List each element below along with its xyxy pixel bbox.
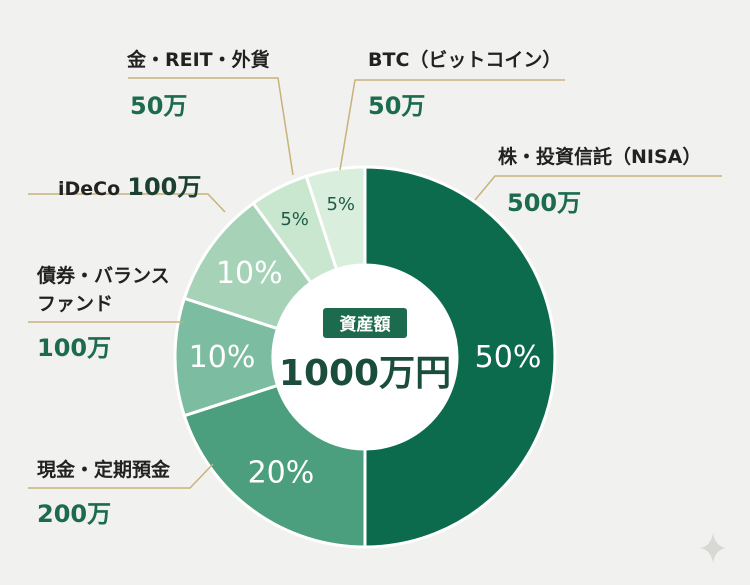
slice-percent-label-2: 10% [189, 340, 256, 375]
label-ideco-amount: 100万 [127, 173, 201, 201]
label-bond-name-1: 債券・バランス [36, 264, 170, 287]
label-ideco: iDeCo 100万 [58, 173, 201, 201]
label-nisa-amount: 500万 [507, 189, 581, 217]
center-title: 資産額 [340, 314, 391, 335]
leader-line-nisa [474, 175, 722, 201]
label-cash-amount: 200万 [37, 500, 111, 528]
slice-percent-label-0: 50% [475, 340, 542, 375]
leader-line-btc [339, 79, 565, 171]
label-gold-amount: 50万 [130, 92, 187, 120]
label-nisa-name: 株・投資信託（NISA） [498, 145, 701, 168]
label-gold-name: 金・REIT・外貨 [126, 48, 270, 71]
slice-percent-label-5: 5% [326, 194, 355, 215]
center-total: 1000万円 [279, 353, 451, 394]
leader-line-cash [28, 463, 214, 489]
label-btc-name: BTC（ビットコイン） [368, 48, 561, 71]
label-ideco-name: iDeCo [58, 178, 120, 200]
center-title-badge [323, 308, 407, 338]
slice-percent-label-1: 20% [248, 456, 315, 491]
slice-percent-label-4: 5% [280, 209, 309, 230]
leader-line-ideco [28, 193, 226, 213]
center-hole [273, 265, 457, 449]
label-bond-amount: 100万 [37, 334, 111, 362]
slices-group: 50% 20% 10% 10% 5% 5% [173, 165, 557, 549]
leader-line-gold [128, 77, 294, 176]
label-bond-name-2: ファンド [37, 293, 113, 315]
label-cash-name: 現金・定期預金 [37, 458, 171, 481]
sparkle-icon [700, 533, 726, 563]
slice-percent-label-3: 10% [216, 256, 283, 291]
label-btc-amount: 50万 [368, 92, 425, 120]
